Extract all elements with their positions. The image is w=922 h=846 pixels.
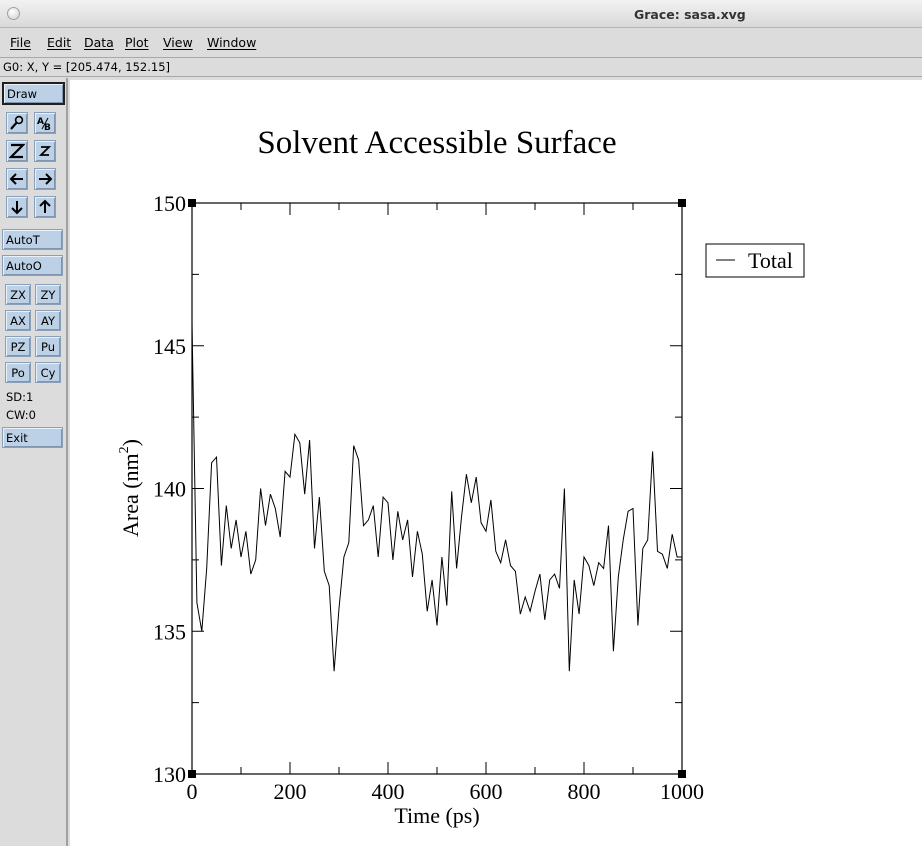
arrow-up-icon[interactable] xyxy=(34,196,56,218)
menu-file[interactable]: File xyxy=(10,35,31,50)
y-tick-label: 145 xyxy=(153,334,186,359)
y-axis-label-superscript: 2 xyxy=(117,446,132,453)
y-tick-label: 140 xyxy=(153,477,186,502)
zy-button[interactable]: ZY xyxy=(35,284,61,305)
x-tick-labels: 0 200 400 600 800 1000 xyxy=(187,779,705,804)
menu-window[interactable]: Window xyxy=(207,35,257,50)
plot-canvas[interactable]: Solvent Accessible Surface 0 200 400 600 800… xyxy=(70,80,922,846)
axis-ticks xyxy=(191,202,683,775)
svg-text:A: A xyxy=(37,117,44,127)
arrow-right-icon[interactable] xyxy=(34,168,56,190)
locator-readout: G0: X, Y = [205.474, 152.15] xyxy=(3,60,170,74)
pu-button[interactable]: Pu xyxy=(35,336,61,357)
ax-button[interactable]: AX xyxy=(5,310,31,331)
legend[interactable]: Total xyxy=(705,243,805,278)
x-axis-label: Time (ps) xyxy=(394,803,479,828)
menu-view[interactable]: View xyxy=(163,35,193,50)
y-axis-label: Area (nm2) xyxy=(117,439,143,537)
zx-button[interactable]: ZX xyxy=(5,284,31,305)
svg-text:B: B xyxy=(44,123,51,131)
y-tick-labels: 130 135 140 145 150 xyxy=(153,191,186,787)
arrow-down-icon[interactable] xyxy=(6,196,28,218)
window-title: Grace: sasa.xvg xyxy=(634,7,746,22)
set-count-label: SD:1 xyxy=(6,390,34,404)
exit-button[interactable]: Exit xyxy=(2,427,63,448)
pz-button[interactable]: PZ xyxy=(5,336,31,357)
autoo-button[interactable]: AutoO xyxy=(2,255,63,276)
current-world-label: CW:0 xyxy=(6,408,36,422)
window-close-button[interactable] xyxy=(7,7,20,20)
x-tick-label: 800 xyxy=(568,779,601,804)
zoom-in-icon[interactable] xyxy=(6,140,28,162)
corner-handle-bottom-right[interactable] xyxy=(678,770,686,778)
corner-handle-top-right[interactable] xyxy=(678,199,686,207)
zoom-out-icon[interactable] xyxy=(34,140,56,162)
plot-frame xyxy=(191,202,683,775)
y-tick-label: 135 xyxy=(153,619,186,644)
y-tick-label: 130 xyxy=(153,762,186,787)
series-line-total xyxy=(191,322,682,672)
x-tick-label: 600 xyxy=(470,779,503,804)
corner-handle-top-left[interactable] xyxy=(188,199,196,207)
menubar: File Edit Data Plot View Window xyxy=(0,28,922,56)
magnify-icon[interactable] xyxy=(6,112,28,134)
ay-button[interactable]: AY xyxy=(35,310,61,331)
chart-title: Solvent Accessible Surface xyxy=(257,125,616,161)
locator-bar: G0: X, Y = [205.474, 152.15] xyxy=(0,57,922,77)
legend-label-total: Total xyxy=(748,248,793,273)
window-titlebar: Grace: sasa.xvg xyxy=(0,0,922,28)
y-axis-label-base: Area (nm xyxy=(118,453,143,537)
x-tick-label: 200 xyxy=(274,779,307,804)
y-axis-label-close: ) xyxy=(118,439,143,446)
autot-button[interactable]: AutoT xyxy=(2,229,63,250)
menu-plot[interactable]: Plot xyxy=(125,35,149,50)
cy-button[interactable]: Cy xyxy=(35,362,61,383)
menu-data[interactable]: Data xyxy=(84,35,114,50)
arrow-left-icon[interactable] xyxy=(6,168,28,190)
chart-svg: Solvent Accessible Surface 0 200 400 600 800… xyxy=(117,125,805,828)
x-tick-label: 1000 xyxy=(660,779,704,804)
corner-handle-bottom-left[interactable] xyxy=(188,770,196,778)
x-tick-label: 400 xyxy=(372,779,405,804)
x-tick-label: 0 xyxy=(187,779,198,804)
draw-button[interactable]: Draw xyxy=(2,82,65,105)
po-button[interactable]: Po xyxy=(5,362,31,383)
menu-edit[interactable]: Edit xyxy=(47,35,72,50)
y-tick-label: 150 xyxy=(153,191,186,216)
